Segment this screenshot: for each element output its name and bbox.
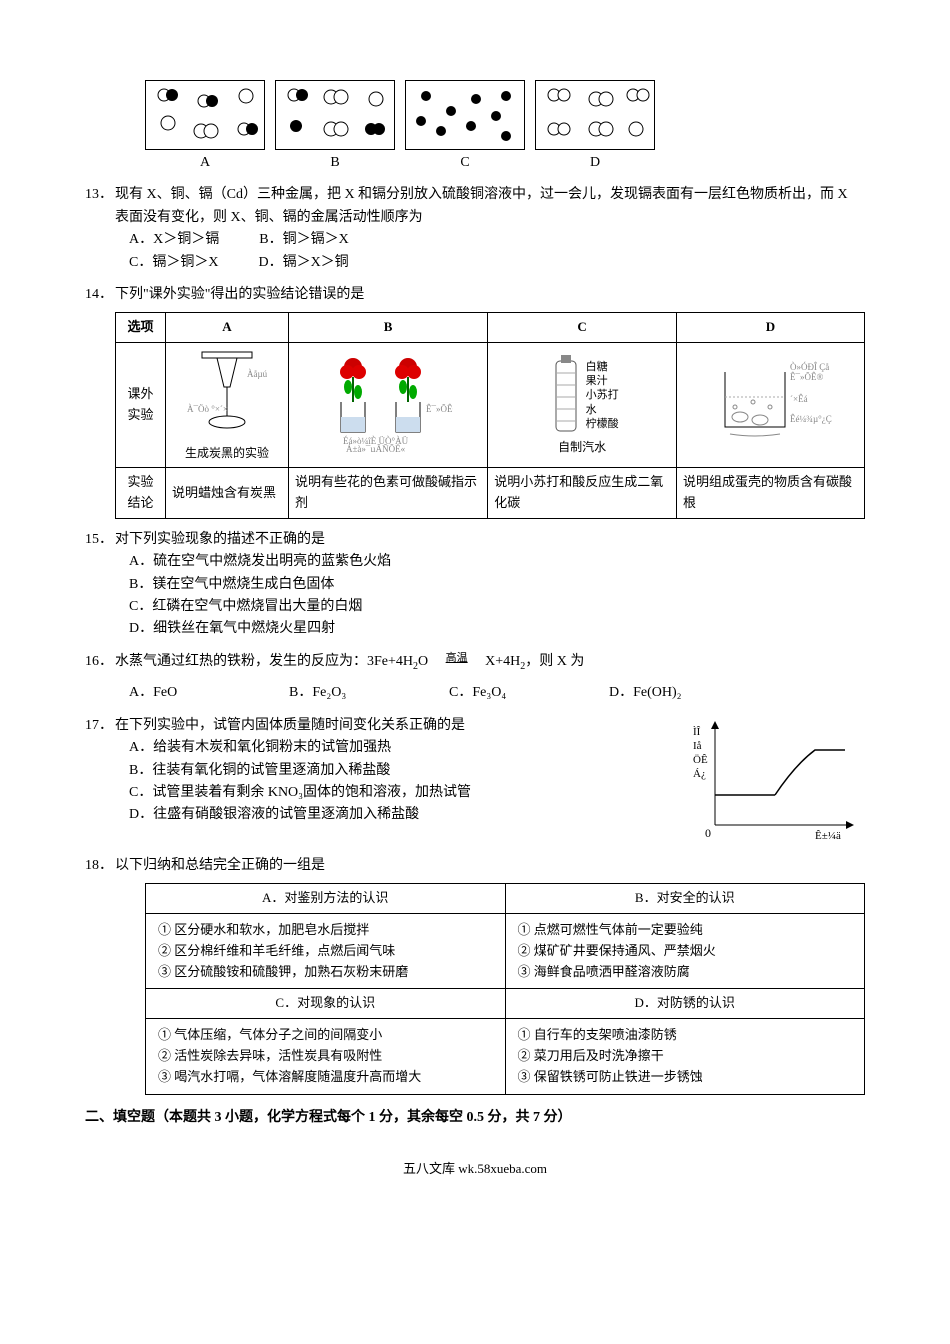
svg-text:Ê¯»ÕÊ®: Ê¯»ÕÊ®	[426, 404, 453, 414]
option-b: B．镁在空气中燃烧生成白色固体	[129, 574, 865, 596]
summary-table: A．对鉴别方法的认识 B．对安全的认识 ① 区分硬水和软水，加肥皂水后搅拌 ② …	[145, 883, 865, 1094]
svg-text:0: 0	[705, 826, 711, 840]
page-footer: 五八文库 wk.58xueba.com	[85, 1159, 865, 1180]
q-number: 13．	[85, 184, 115, 274]
option-a: A．FeO	[129, 682, 249, 704]
cell-b-body: ① 点燃可燃性气体前一定要验纯 ② 煤矿矿井要保持通风、严禁烟火 ③ 海鲜食品喷…	[505, 914, 865, 989]
conclusion-d: 说明组成蛋壳的物质含有碳酸根	[676, 468, 864, 519]
th-d: D	[676, 313, 864, 343]
cell-a-body: ① 区分硬水和软水，加肥皂水后搅拌 ② 区分棉纤维和羊毛纤维，点燃后闻气味 ③ …	[146, 914, 506, 989]
cell-b-head: B．对安全的认识	[505, 884, 865, 914]
ingredient: 白糖	[586, 360, 619, 374]
diagram-b: B	[275, 80, 395, 174]
diagram-label: B	[330, 152, 339, 174]
svg-text:ÖÊ: ÖÊ	[693, 754, 708, 766]
row-label: 课外实验	[116, 343, 166, 468]
particle-box-a	[145, 80, 265, 150]
q-text: 对下列实验现象的描述不正确的是	[115, 529, 865, 551]
question-17: 17． ÌÎ Iå ÖÊ Á¿ 0 Ê±¼ä 在下列实验中，试管内固体质量随时间…	[85, 715, 865, 845]
question-15: 15． 对下列实验现象的描述不正确的是 A．硫在空气中燃烧发出明亮的蓝紫色火焰 …	[85, 529, 865, 641]
svg-text:Ò»ÓÐÎ Çå: Ò»ÓÐÎ Çå	[790, 362, 829, 372]
q-text: 以下归纳和总结完全正确的一组是	[115, 855, 865, 877]
row-label: 实验结论	[116, 468, 166, 519]
q-number: 17．	[85, 715, 115, 845]
question-13: 13． 现有 X、铜、镉（Cd）三种金属，把 X 和镉分别放入硫酸铜溶液中，过一…	[85, 184, 865, 274]
option-c: C．镉＞铜＞X	[129, 252, 218, 274]
svg-text:À¯Öò °×´×: À¯Öò °×´×	[187, 404, 228, 414]
question-16: 16． 水蒸气通过红热的铁粉，发生的反应为：3Fe+4H2O 高温 X+4H2，…	[85, 651, 865, 705]
conclusion-c: 说明小苏打和酸反应生成二氧化碳	[488, 468, 677, 519]
option-d: D．细铁丝在氧气中燃烧火星四射	[129, 618, 865, 640]
q-text: 下列"课外实验"得出的实验结论错误的是	[115, 284, 865, 306]
option-a: A．X＞铜＞镉	[129, 229, 219, 251]
ingredient: 柠檬酸	[586, 417, 619, 431]
ingredient: 果汁	[586, 374, 619, 388]
experiment-table: 选项 A B C D 课外实验 Àåµú À¯Öò °×´× 生成炭黑的实验	[115, 312, 865, 518]
svg-text:Iå: Iå	[693, 740, 702, 752]
svg-text:¸Á±à»¯µÃÑÕÉ«: ¸Á±à»¯µÃÑÕÉ«	[343, 444, 406, 452]
th-a: A	[166, 313, 289, 343]
cell-d-head: D．对防锈的认识	[505, 989, 865, 1019]
cell-a-head: A．对鉴别方法的认识	[146, 884, 506, 914]
caption: 生成炭黑的实验	[172, 444, 282, 463]
section-2-heading: 二、填空题（本题共 3 小题，化学方程式每个 1 分，其余每空 0.5 分，共 …	[85, 1107, 865, 1129]
th-c: C	[488, 313, 677, 343]
cell-d-body: ① 自行车的支架喷油漆防锈 ② 菜刀用后及时洗净擦干 ③ 保留铁锈可防止铁进一步…	[505, 1019, 865, 1094]
mass-time-graph: ÌÎ Iå ÖÊ Á¿ 0 Ê±¼ä	[685, 715, 865, 845]
svg-text:´×Êá: ´×Êá	[790, 394, 808, 404]
diagram-label: C	[460, 152, 469, 174]
exp-image-d: Ò»ÓÐÎ Çå Ê¯»ÕÊ® ´×Êá Êé¼¾µ°¿Ç	[676, 343, 864, 468]
exp-image-c: 白糖 果汁 小苏打 水 柠檬酸 自制汽水	[488, 343, 677, 468]
exp-image-b: Ê¯»ÕÊ® Éá»ò¼îÈ ÜÒ°ÀÜ ¸Á±à»¯µÃÑÕÉ«	[289, 343, 488, 468]
diagram-d: D	[535, 80, 655, 174]
ingredient: 水	[586, 403, 619, 417]
q-text: 水蒸气通过红热的铁粉，发生的反应为：3Fe+4H2O 高温 X+4H2，则 X …	[115, 651, 865, 675]
svg-text:Ê¯»ÕÊ®: Ê¯»ÕÊ®	[790, 372, 823, 382]
svg-text:ÌÎ: ÌÎ	[693, 726, 701, 738]
svg-text:Ê±¼ä: Ê±¼ä	[815, 830, 841, 842]
svg-text:Àåµú: Àåµú	[247, 369, 268, 379]
particle-diagrams: A B C	[145, 80, 865, 174]
diagram-a: A	[145, 80, 265, 174]
conclusion-b: 说明有些花的色素可做酸碱指示剂	[289, 468, 488, 519]
q-number: 16．	[85, 651, 115, 705]
particle-box-b	[275, 80, 395, 150]
option-b: B．铜＞镉＞X	[259, 229, 348, 251]
particle-box-d	[535, 80, 655, 150]
option-c: C．红磷在空气中燃烧冒出大量的白烟	[129, 596, 865, 618]
diagram-label: D	[590, 152, 600, 174]
option-b: B．Fe₂O₃	[289, 682, 409, 704]
th-option: 选项	[116, 313, 166, 343]
diagram-c: C	[405, 80, 525, 174]
cell-c-head: C．对现象的认识	[146, 989, 506, 1019]
question-18: 18． 以下归纳和总结完全正确的一组是	[85, 855, 865, 877]
option-d: D．Fe(OH)₂	[609, 682, 682, 704]
th-b: B	[289, 313, 488, 343]
ingredient: 小苏打	[586, 388, 619, 402]
q-text: 现有 X、铜、镉（Cd）三种金属，把 X 和镉分别放入硫酸铜溶液中，过一会儿，发…	[115, 184, 865, 229]
option-d: D．镉＞X＞铜	[258, 252, 348, 274]
option-c: C．Fe₃O₄	[449, 682, 569, 704]
diagram-label: A	[200, 152, 210, 174]
svg-text:Êé¼¾µ°¿Ç: Êé¼¾µ°¿Ç	[790, 414, 832, 424]
question-14: 14． 下列"课外实验"得出的实验结论错误的是	[85, 284, 865, 306]
q-number: 15．	[85, 529, 115, 641]
cell-c-body: ① 气体压缩，气体分子之间的间隔变小 ② 活性炭除去异味，活性炭具有吸附性 ③ …	[146, 1019, 506, 1094]
option-a: A．硫在空气中燃烧发出明亮的蓝紫色火焰	[129, 551, 865, 573]
q-number: 18．	[85, 855, 115, 877]
exp-image-a: Àåµú À¯Öò °×´× 生成炭黑的实验	[166, 343, 289, 468]
particle-box-c	[405, 80, 525, 150]
svg-text:Á¿: Á¿	[693, 768, 706, 780]
conclusion-a: 说明蜡烛含有炭黑	[166, 468, 289, 519]
caption: 自制汽水	[494, 438, 670, 457]
q-number: 14．	[85, 284, 115, 306]
